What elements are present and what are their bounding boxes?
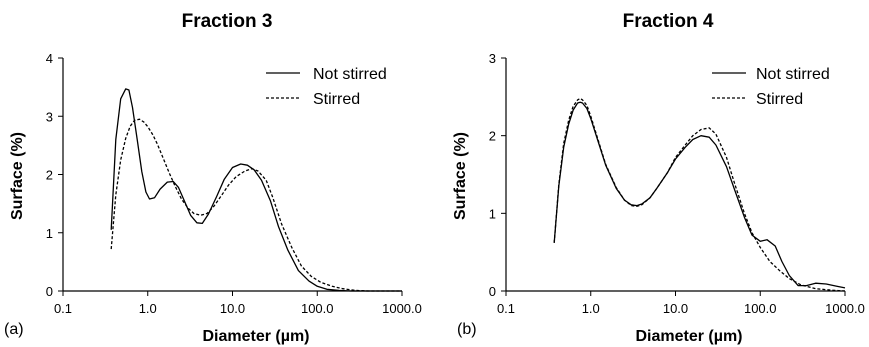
panel-tag: (a)	[4, 321, 24, 338]
panel-tag: (b)	[457, 321, 477, 338]
chart-panel-b: Fraction 4 Surface (%) Diameter (µm) (b)…	[452, 11, 865, 345]
y-tick-label: 0	[46, 284, 53, 299]
chart-title: Fraction 3	[182, 11, 273, 32]
x-tick-label: 1000.0	[382, 301, 422, 316]
x-tick-label: 100.0	[744, 301, 777, 316]
legend: Not stirred Stirred	[712, 66, 830, 108]
x-axis-label: Diameter (µm)	[202, 328, 309, 345]
series-layer	[553, 97, 846, 292]
y-tick-label: 4	[46, 51, 53, 66]
series-line-not-stirred	[553, 101, 846, 289]
x-tick-label: 1000.0	[825, 301, 865, 316]
series-line-not-stirred	[110, 88, 402, 292]
y-tick-label: 2	[489, 129, 496, 144]
x-tick-label: 100.0	[301, 301, 334, 316]
x-tick-label: 10.0	[220, 301, 245, 316]
series-layer	[110, 88, 402, 292]
x-axis-label: Diameter (µm)	[635, 328, 742, 345]
ticks-layer: 0.1 1.0 10.0 100.0 1000.0 0 1 2 3	[489, 51, 865, 316]
legend-label-not-stirred: Not stirred	[756, 66, 830, 83]
y-axis-label: Surface (%)	[452, 132, 469, 220]
ticks-layer: 0.1 1.0 10.0 100.0 1000.0 0 1 2 3 4	[46, 51, 422, 316]
legend-label-stirred: Stirred	[313, 91, 360, 108]
y-tick-label: 1	[46, 226, 53, 241]
y-axis-label: Surface (%)	[9, 132, 26, 220]
legend: Not stirred Stirred	[266, 66, 387, 108]
y-tick-label: 0	[489, 284, 496, 299]
series-line-stirred	[553, 97, 846, 292]
x-tick-label: 1.0	[582, 301, 600, 316]
y-tick-label: 2	[46, 168, 53, 183]
y-tick-label: 3	[46, 109, 53, 124]
x-tick-label: 1.0	[139, 301, 157, 316]
y-tick-label: 1	[489, 206, 496, 221]
legend-label-stirred: Stirred	[756, 91, 803, 108]
x-tick-label: 0.1	[497, 301, 515, 316]
series-line-stirred	[110, 118, 402, 292]
x-tick-label: 10.0	[663, 301, 688, 316]
x-tick-label: 0.1	[54, 301, 72, 316]
legend-label-not-stirred: Not stirred	[313, 66, 387, 83]
y-tick-label: 3	[489, 51, 496, 66]
chart-title: Fraction 4	[623, 11, 714, 32]
chart-panel-a: Fraction 3 Surface (%) Diameter (µm) (a)…	[4, 11, 422, 345]
